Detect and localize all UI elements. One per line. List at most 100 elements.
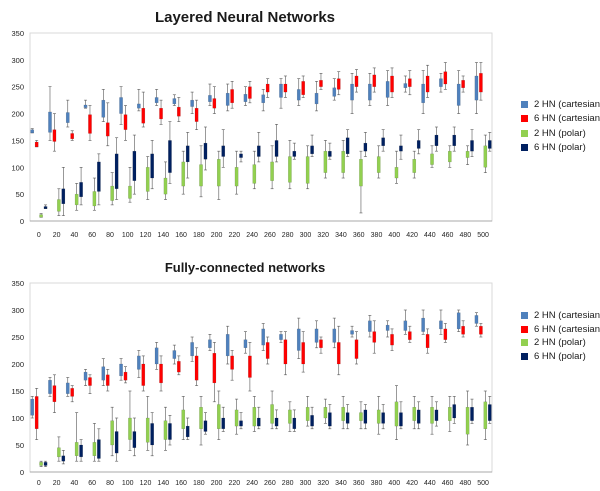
box-2-hn-cartesian- (48, 86, 52, 141)
x-tick-label: 220 (229, 480, 241, 487)
box (439, 320, 443, 330)
box-6-hn-polar- (132, 134, 137, 195)
y-tick-label: 350 (11, 29, 24, 38)
box-6-hn-cartesian- (461, 320, 465, 338)
box-2-hn-polar- (359, 150, 363, 214)
box-6-hn-polar- (239, 412, 243, 430)
box (234, 409, 239, 427)
box (39, 462, 43, 466)
box-6-hn-cartesian- (283, 75, 288, 98)
box-6-hn-cartesian- (123, 366, 128, 384)
x-tick-label: 280 (282, 480, 294, 487)
box (408, 78, 412, 87)
x-tick-label: 140 (157, 480, 169, 487)
box-6-hn-cartesian- (230, 81, 234, 109)
box-2-hn-polar- (447, 396, 452, 432)
box (408, 331, 412, 340)
x-tick-label: 280 (282, 232, 294, 239)
x-tick-label: 160 (175, 480, 187, 487)
x-tick-label: 180 (193, 480, 205, 487)
box (345, 412, 350, 424)
box-6-hn-cartesian- (141, 91, 146, 128)
box-2-hn-cartesian- (314, 81, 319, 112)
box (283, 83, 288, 93)
x-tick-label: 200 (211, 480, 223, 487)
legend-item: 6 HN (polar) (521, 141, 600, 156)
box-6-hn-cartesian- (88, 105, 92, 141)
box-2-hn-polar- (252, 396, 257, 432)
box-2-hn-cartesian- (332, 317, 337, 349)
box (385, 324, 390, 331)
box-6-hn-cartesian- (336, 71, 341, 96)
x-tick-label: 420 (406, 480, 418, 487)
y-tick-label: 200 (11, 110, 24, 119)
box (368, 83, 372, 101)
box-2-hn-polar- (74, 412, 79, 462)
box (456, 83, 461, 106)
box-2-hn-cartesian- (190, 91, 194, 114)
box (363, 409, 368, 424)
box-2-hn-cartesian- (83, 99, 88, 109)
box-6-hn-cartesian- (265, 78, 270, 98)
box-2-hn-polar- (128, 390, 132, 451)
box (456, 312, 461, 330)
box (216, 404, 221, 429)
legend-label: 2 HN (polar) (534, 127, 586, 139)
box-6-hn-cartesian- (194, 347, 199, 386)
x-tick-label: 480 (460, 480, 472, 487)
box (443, 71, 448, 85)
box (256, 145, 261, 157)
box (243, 94, 248, 102)
box (105, 374, 110, 386)
box-2-hn-polar- (430, 145, 434, 168)
box (154, 97, 159, 104)
box-2-hn-polar- (323, 140, 328, 179)
box (141, 363, 146, 386)
x-tick-label: 0 (37, 232, 41, 239)
box-2-hn-cartesian- (350, 325, 354, 338)
box-2-hn-cartesian- (101, 358, 106, 386)
box-6-hn-polar- (292, 409, 297, 432)
box (350, 330, 354, 335)
box-6-hn-polar- (328, 404, 332, 430)
box-2-hn-polar- (447, 145, 452, 168)
box (390, 75, 394, 93)
legend-label: 2 HN (cartesian) (534, 310, 600, 322)
y-tick-label: 300 (11, 56, 24, 65)
box (61, 455, 66, 462)
box (110, 185, 114, 201)
box-6-hn-cartesian- (230, 350, 234, 381)
box (279, 334, 283, 340)
box (474, 315, 479, 324)
x-tick-label: 240 (246, 232, 258, 239)
box-6-hn-polar- (345, 404, 350, 430)
box-2-hn-polar- (145, 156, 150, 200)
box-6-hn-cartesian- (265, 336, 270, 365)
box (270, 161, 274, 181)
box (243, 339, 248, 348)
box-6-hn-polar- (274, 124, 279, 163)
box-6-hn-polar- (381, 129, 385, 152)
y-tick-label: 250 (11, 83, 24, 92)
box (394, 167, 399, 179)
box (341, 150, 345, 173)
legend-swatch (521, 129, 528, 137)
box (385, 81, 390, 98)
box (221, 145, 226, 157)
x-tick-label: 460 (442, 232, 454, 239)
box (190, 99, 194, 107)
box-6-hn-polar- (399, 401, 403, 430)
box (341, 406, 345, 421)
box (279, 83, 283, 98)
legend-item: 2 HN (polar) (521, 336, 600, 350)
box (168, 140, 172, 173)
x-tick-label: 180 (193, 232, 205, 239)
box-6-hn-polar- (416, 401, 421, 430)
box-6-hn-polar- (292, 142, 297, 160)
box-6-hn-polar- (470, 398, 474, 424)
chart-panel-layered: Layered Neural Networks 0 50 100 150 200 250 3… (11, 9, 600, 239)
box-2-hn-polar- (74, 183, 79, 211)
box-6-hn-cartesian- (479, 62, 483, 101)
box (461, 325, 465, 335)
box-2-hn-polar- (39, 460, 43, 467)
